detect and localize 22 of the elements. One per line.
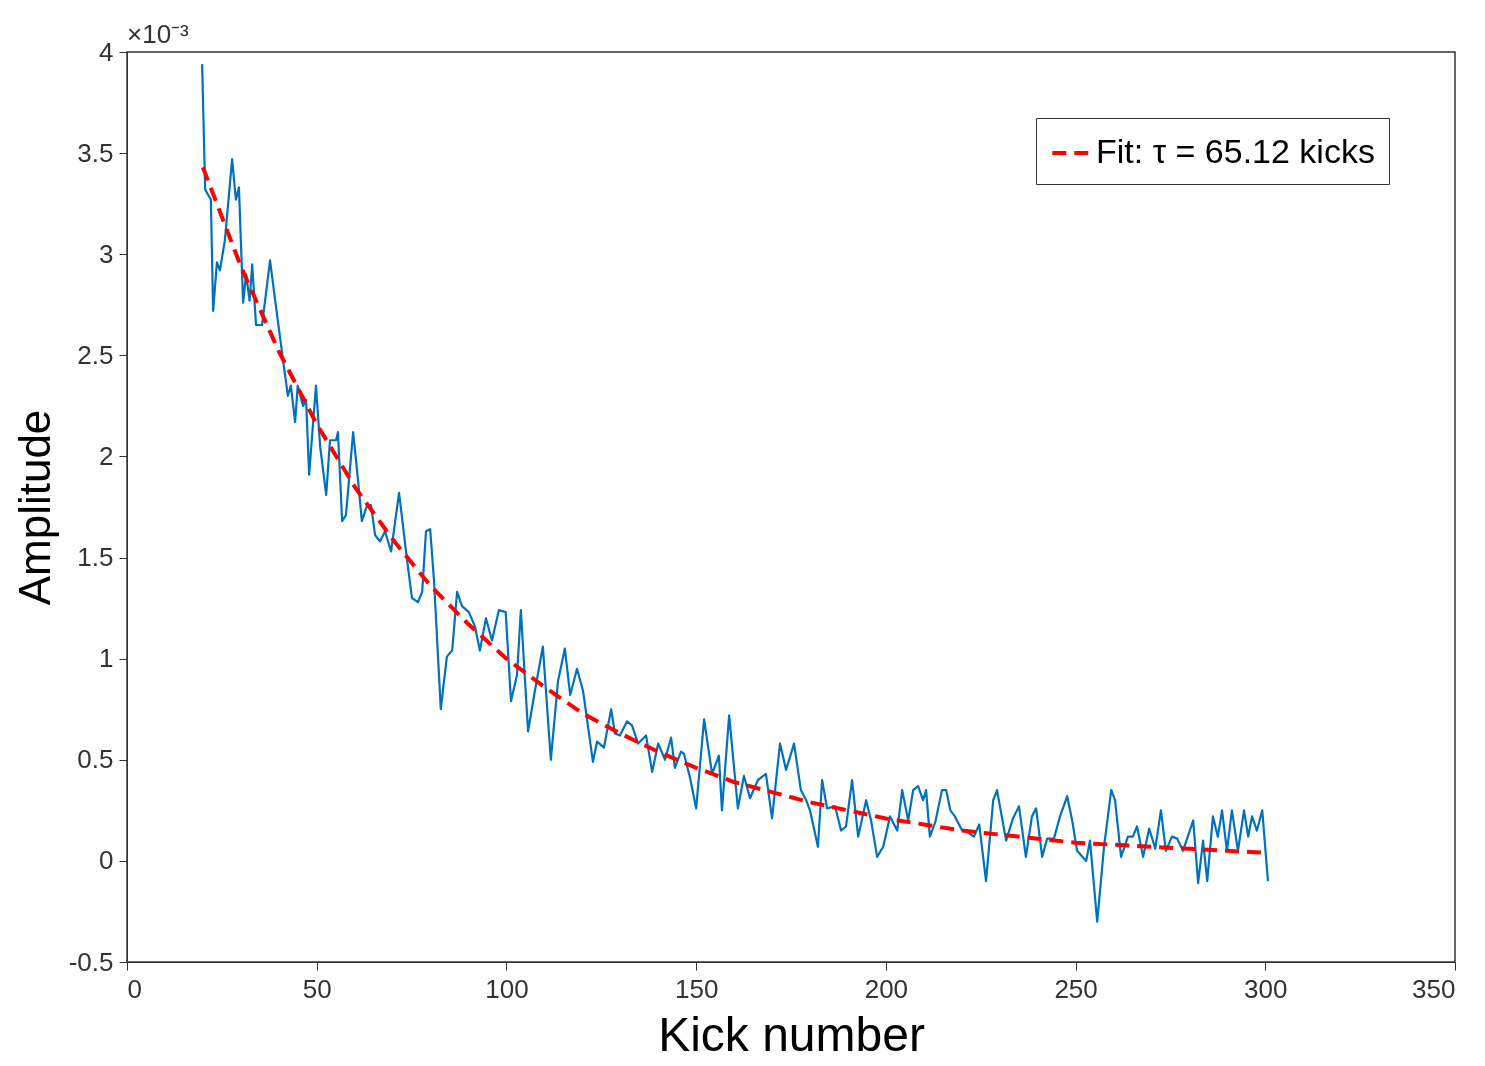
x-tick-label: 200 (864, 973, 909, 1004)
y-axis-title: Amplitude (9, 409, 59, 606)
y-tick-label: 3.5 (77, 137, 114, 168)
legend-label: Fit: τ = 65.12 kicks (1096, 132, 1375, 170)
y-tick-label: 0.5 (77, 744, 114, 775)
y-tick-label: -0.5 (68, 946, 114, 977)
x-tick-label: 50 (302, 973, 332, 1004)
x-tick-label: 0 (127, 973, 142, 1004)
y-tick-label: 1.5 (77, 542, 114, 573)
text: ×10⁻³ (127, 19, 190, 49)
x-axis-title: Kick number (658, 1007, 925, 1061)
y-tick-label: 4 (99, 36, 114, 67)
x-tick-label: 350 (1412, 973, 1456, 1004)
y-tick-label: 2.5 (77, 339, 114, 370)
x-tick-label: 250 (1054, 973, 1098, 1004)
x-tick-label: 300 (1244, 973, 1288, 1004)
y-tick-label: 2 (99, 440, 114, 471)
y-tick-label: 1 (99, 643, 114, 674)
x-tick-label: 150 (674, 973, 719, 1004)
y-tick-label: 0 (99, 845, 114, 876)
y-tick-label: 3 (99, 238, 114, 269)
x-tick-label: 100 (485, 973, 529, 1004)
